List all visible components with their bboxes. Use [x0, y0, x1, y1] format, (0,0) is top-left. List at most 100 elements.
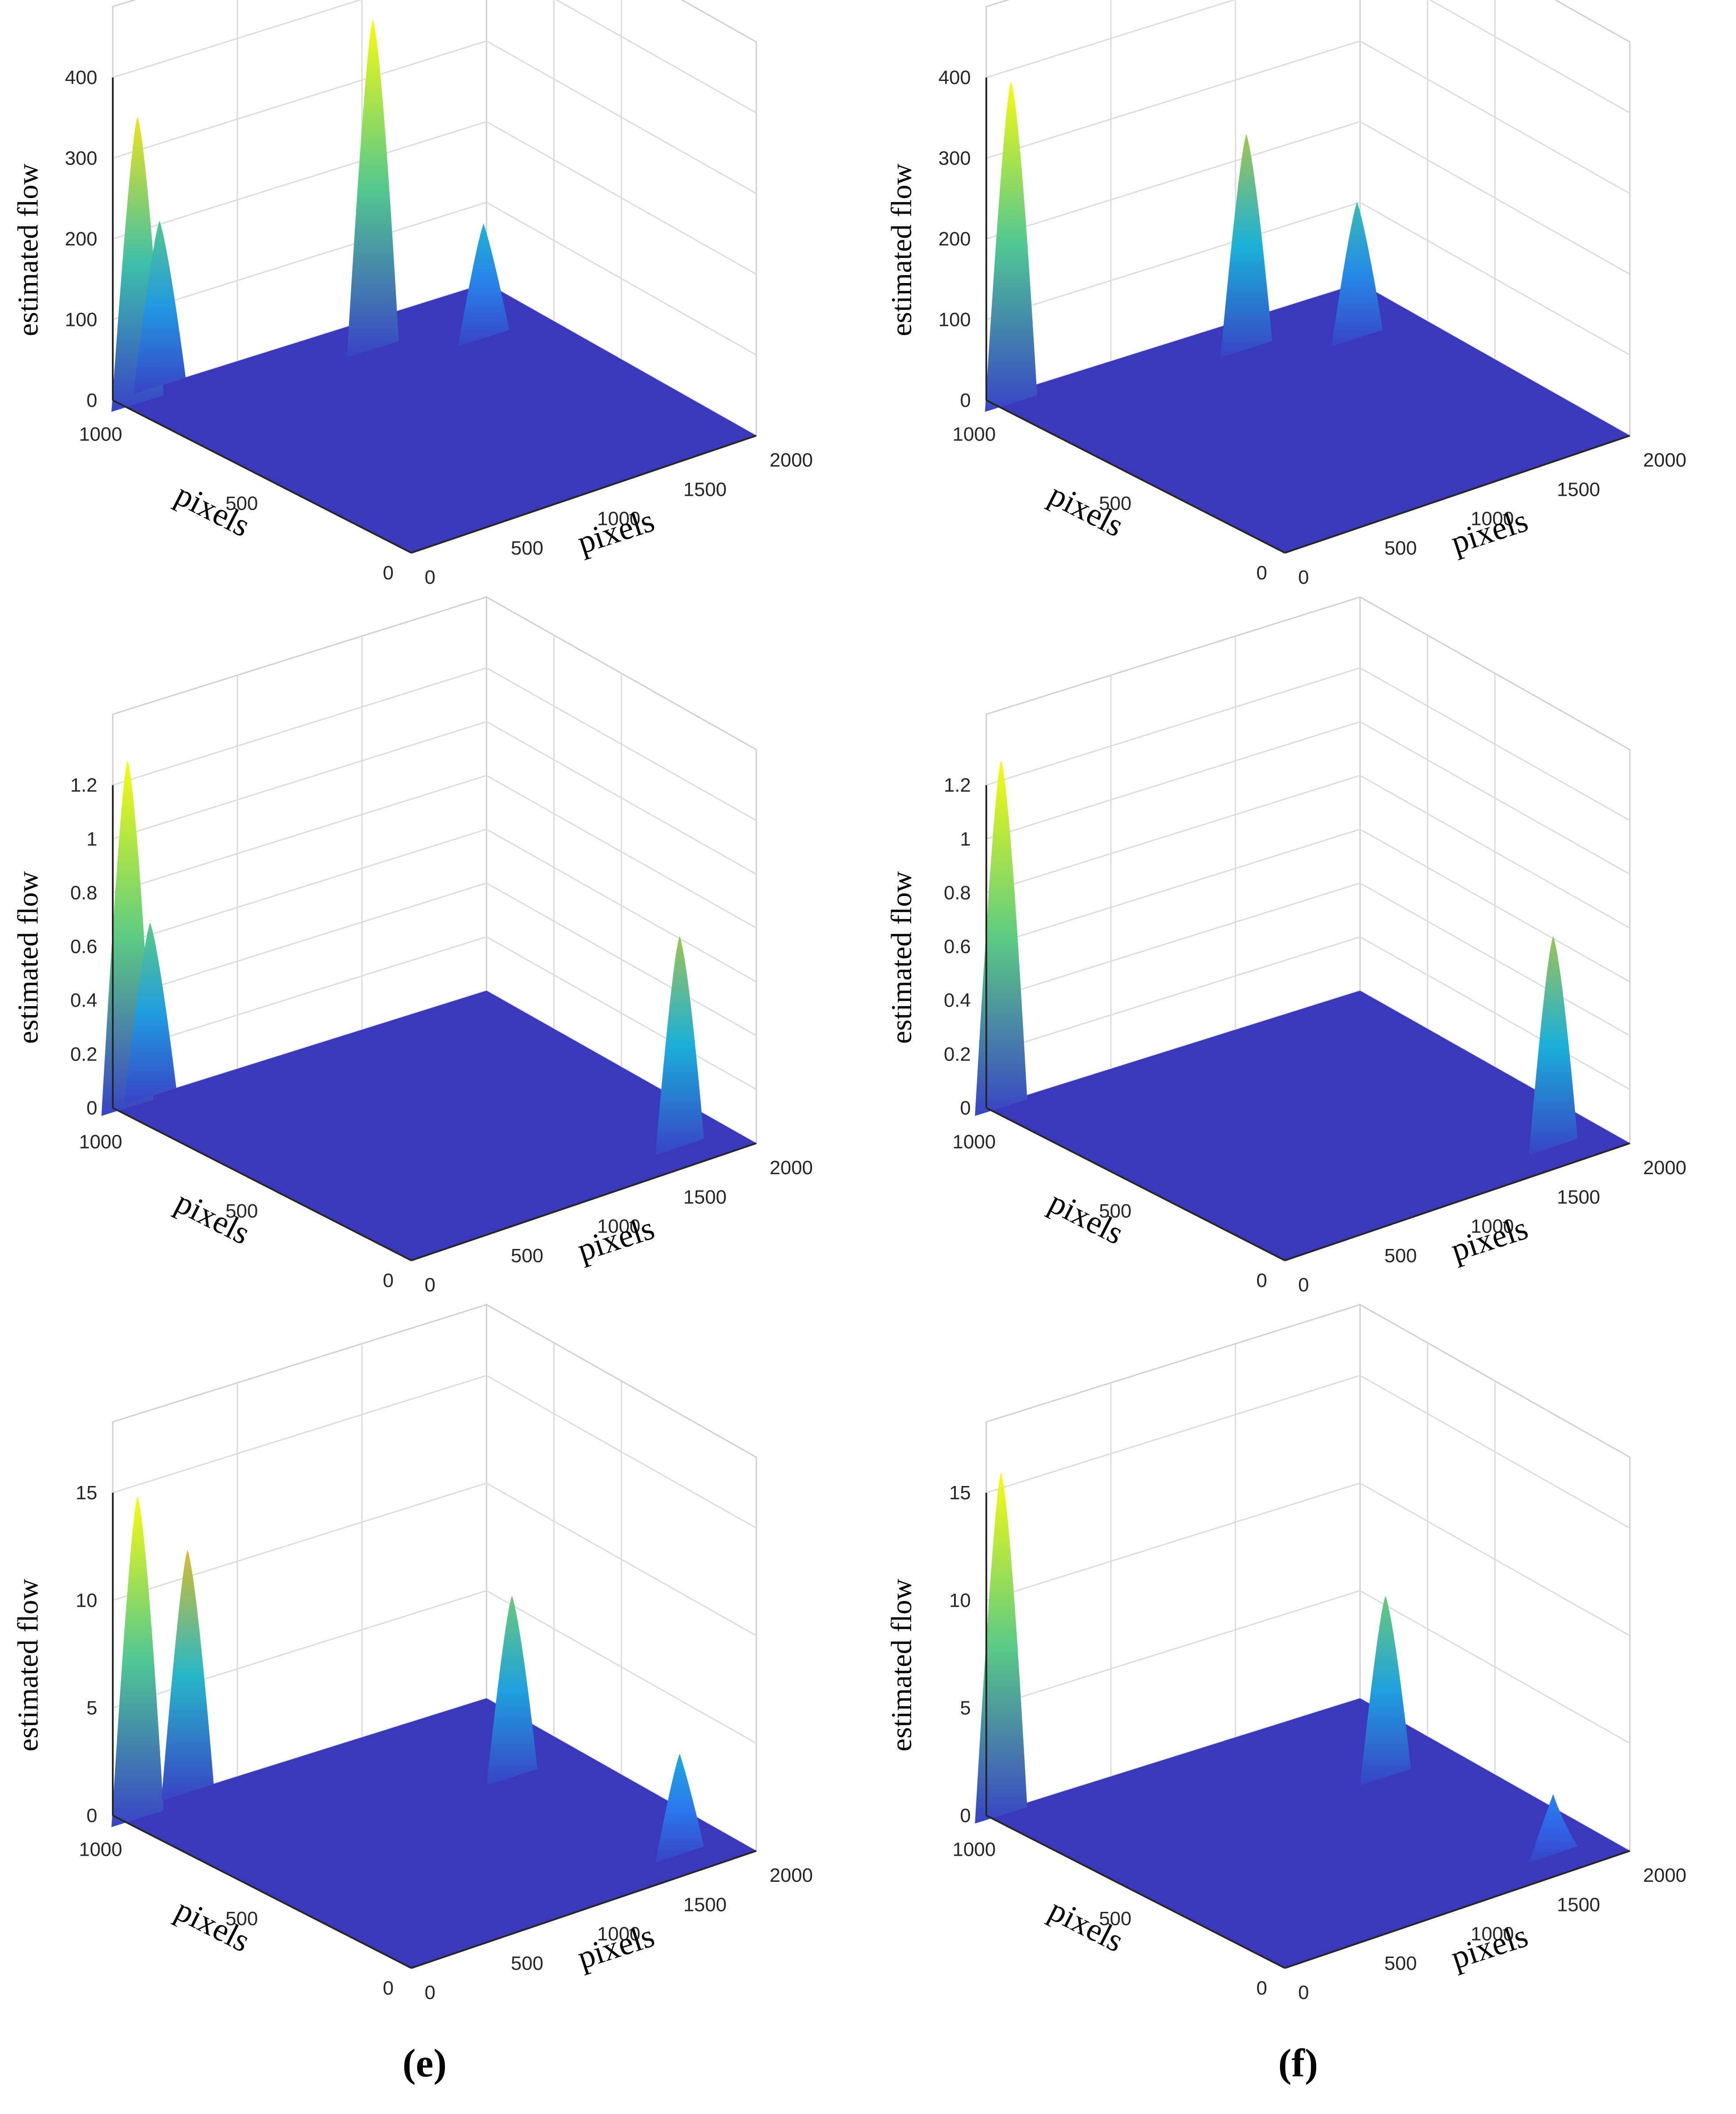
surface-peak [458, 223, 510, 347]
y-axis-label: pixels [170, 476, 256, 544]
z-axis-label: estimated flow [12, 871, 44, 1044]
axes: 0 0.2 0.4 0.6 0.8 1 1.2 0 500 1000 0 500 1000 1500 200… [70, 774, 813, 1296]
y-tick-label: 1000 [952, 1131, 996, 1153]
z-axis-label: estimated flow [885, 1578, 918, 1751]
x-tick-label: 1500 [683, 1894, 727, 1915]
x-tick-label: 500 [511, 1953, 543, 1974]
z-tick-label: 1.2 [70, 774, 97, 796]
panel-caption: (e) [402, 2041, 447, 2085]
y-axis-label: pixels [170, 1892, 256, 1959]
x-tick-label: 1000 [597, 1923, 640, 1945]
y-tick-label: 500 [226, 1200, 258, 1222]
x-tick-label: 0 [425, 1274, 435, 1296]
z-tick-label: 300 [939, 148, 971, 169]
back-panes [112, 1303, 757, 1852]
z-tick-label: 1.2 [944, 774, 971, 796]
surface-peak [1360, 1595, 1411, 1786]
z-tick-label: 0.4 [944, 990, 971, 1011]
y-axis-label: pixels [170, 1184, 256, 1252]
surface [975, 760, 1630, 1260]
z-axis-label: estimated flow [885, 163, 918, 336]
z-tick-label: 15 [949, 1482, 971, 1504]
z-tick-label: 400 [939, 67, 971, 88]
back-panes [985, 1303, 1631, 1852]
panel-caption: (f) [1278, 2041, 1318, 2085]
x-axis-line [411, 1850, 757, 1969]
z-tick-label: 0.6 [944, 936, 971, 957]
x-tick-label: 1500 [1557, 1186, 1600, 1208]
back-panes [112, 596, 757, 1145]
y-axis-line [986, 399, 1285, 554]
x-tick-label: 2000 [1643, 1157, 1686, 1179]
y-axis-label: pixels [1043, 1892, 1130, 1959]
z-tick-label: 5 [960, 1697, 971, 1719]
z-tick-label: 0.6 [70, 936, 97, 957]
z-tick-label: 0 [960, 1805, 971, 1827]
x-tick-label: 0 [1298, 567, 1309, 588]
x-axis-line [411, 1142, 757, 1261]
surface-floor [986, 1698, 1630, 1968]
y-axis-line [986, 1815, 1285, 1969]
panel-d: 0 0.2 0.4 0.6 0.8 1 1.2 0 500 1000 0 500 1000 1500 200… [885, 596, 1686, 1378]
z-tick-label: 10 [949, 1589, 971, 1611]
surface-peak [1529, 1794, 1578, 1863]
x-tick-label: 2000 [770, 1865, 813, 1886]
surface-floor [113, 991, 756, 1260]
y-axis-label: pixels [1043, 1184, 1130, 1252]
x-tick-label: 1500 [1557, 479, 1600, 500]
surface [985, 80, 1630, 553]
axes: 0 100 200 300 400 0 500 1000 0 500 1000 1500 2000 [939, 67, 1686, 588]
surface-peak [347, 19, 399, 358]
y-axis-line [112, 1815, 412, 1969]
surface-peak [975, 1472, 1027, 1824]
x-tick-label: 2000 [1643, 1865, 1686, 1886]
z-tick-label: 0.2 [944, 1043, 971, 1065]
surface-floor [113, 1698, 756, 1968]
y-tick-label: 500 [226, 493, 258, 514]
z-tick-label: 1 [960, 828, 971, 850]
x-tick-label: 500 [1384, 1953, 1417, 1974]
z-tick-label: 0 [87, 1097, 97, 1119]
axes: 0 100 200 300 400 0 500 1000 0 500 1000 1500 2000 [65, 67, 813, 588]
surface [111, 1496, 756, 1968]
x-tick-label: 0 [1298, 1982, 1309, 2003]
surface-peak [1529, 936, 1578, 1155]
y-axis-line [986, 1107, 1285, 1261]
surface-peak [655, 1754, 704, 1863]
y-tick-label: 0 [383, 1270, 394, 1291]
x-tick-label: 2000 [770, 449, 813, 471]
z-tick-label: 100 [65, 309, 97, 331]
surface-peak [985, 80, 1037, 412]
y-tick-label: 1000 [79, 423, 122, 445]
surface-peak [655, 936, 704, 1155]
z-tick-label: 0 [960, 1097, 971, 1119]
z-tick-label: 1 [87, 828, 97, 850]
surface [101, 760, 756, 1260]
y-tick-label: 500 [226, 1908, 258, 1930]
x-tick-label: 500 [511, 1245, 543, 1267]
y-tick-label: 0 [1257, 1977, 1267, 1999]
y-tick-label: 1000 [952, 423, 996, 445]
x-tick-label: 2000 [770, 1157, 813, 1179]
x-tick-label: 1000 [597, 508, 640, 530]
surface-peak [487, 1595, 538, 1786]
y-tick-label: 0 [383, 1977, 394, 1999]
y-tick-label: 1000 [952, 1838, 996, 1860]
x-tick-label: 1000 [1471, 1216, 1514, 1237]
panel-b: 0 100 200 300 400 0 500 1000 0 500 1000 1500 2000 est… [885, 0, 1686, 670]
z-tick-label: 10 [76, 1589, 97, 1611]
panel-e: 0 5 10 15 0 500 1000 0 500 1000 1500 2000 estimated … [12, 1303, 813, 2085]
x-tick-label: 0 [425, 1982, 435, 2003]
z-tick-label: 0 [87, 390, 97, 411]
x-tick-label: 1500 [1557, 1894, 1600, 1915]
axes: 0 0.2 0.4 0.6 0.8 1 1.2 0 500 1000 0 500 1000 1500 200… [944, 774, 1686, 1296]
z-tick-label: 400 [65, 67, 97, 88]
surface-floor [986, 283, 1630, 553]
y-tick-label: 500 [1099, 493, 1131, 514]
surface-peak [133, 220, 186, 394]
y-tick-label: 500 [1099, 1908, 1131, 1930]
z-tick-label: 15 [76, 1482, 97, 1504]
surface-peak [124, 922, 176, 1105]
y-tick-label: 500 [1099, 1200, 1131, 1222]
